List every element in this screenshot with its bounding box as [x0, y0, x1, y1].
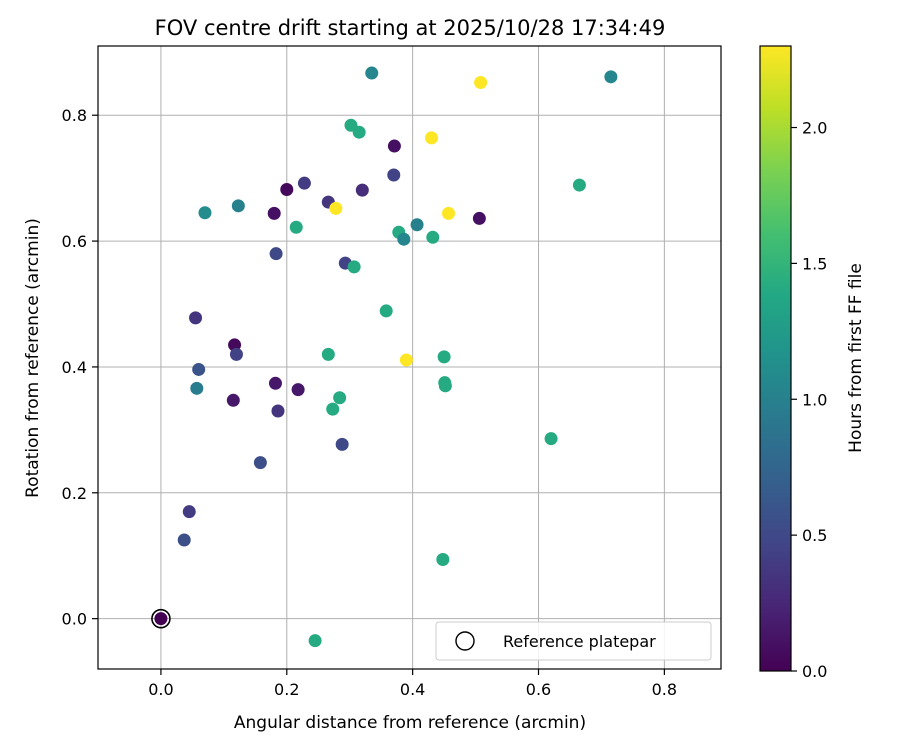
colorbar-tick-label: 1.5	[802, 254, 827, 273]
data-point	[326, 402, 340, 416]
x-tick-label: 0.4	[400, 680, 425, 699]
y-tick-label: 0.0	[62, 610, 87, 629]
data-point	[387, 168, 401, 182]
data-point	[436, 553, 450, 567]
data-point	[397, 232, 411, 246]
data-point	[226, 393, 240, 407]
data-point	[335, 437, 349, 451]
data-point	[387, 139, 401, 153]
data-point	[474, 75, 488, 89]
data-point	[329, 201, 343, 215]
data-point	[572, 178, 586, 192]
data-point	[154, 612, 168, 626]
data-point	[291, 383, 305, 397]
y-tick-label: 0.2	[62, 484, 87, 503]
colorbar-tick-label: 0.0	[802, 662, 827, 681]
legend-entry-reference: Reference platepar	[503, 632, 656, 651]
legend-box	[435, 621, 712, 661]
data-point	[269, 247, 283, 261]
plot-frame	[97, 45, 722, 670]
x-tick-label: 0.8	[652, 680, 677, 699]
data-point	[437, 350, 451, 364]
data-point	[426, 230, 440, 244]
data-point	[333, 391, 347, 405]
data-point	[308, 634, 322, 648]
y-axis-label: Rotation from reference (arcmin)	[23, 218, 43, 498]
reference-marker	[151, 608, 171, 629]
colorbar-tick-label: 2.0	[802, 119, 827, 138]
data-point	[355, 183, 369, 197]
legend: Reference platepar	[435, 621, 712, 661]
data-point	[442, 206, 456, 220]
data-point	[253, 456, 267, 470]
y-tick-label: 0.4	[62, 358, 87, 377]
chart-title: FOV centre drift starting at 2025/10/28 …	[155, 16, 666, 40]
data-point	[267, 206, 281, 220]
data-point	[198, 206, 212, 220]
data-point	[177, 533, 191, 547]
colorbar-label: Hours from first FF file	[846, 263, 866, 453]
data-point	[425, 131, 439, 145]
data-point	[347, 260, 361, 274]
legend-marker	[455, 631, 475, 651]
data-point	[352, 125, 366, 139]
data-point	[321, 347, 335, 361]
x-axis-ticks: 0.0 0.2 0.4 0.6 0.8	[148, 669, 677, 699]
y-tick-label: 0.8	[62, 106, 87, 125]
colorbar-tick-label: 1.0	[802, 390, 827, 409]
data-points	[154, 66, 618, 648]
data-point	[280, 182, 294, 196]
data-point	[544, 432, 558, 446]
y-axis-ticks: 0.0 0.2 0.4 0.6 0.8	[62, 106, 98, 629]
x-axis-label: Angular distance from reference (arcmin)	[234, 713, 586, 733]
data-point	[192, 362, 206, 376]
data-point	[399, 353, 413, 367]
data-point	[190, 381, 204, 395]
data-point	[365, 66, 379, 80]
data-point	[189, 311, 203, 325]
colorbar-ticks: 0.0 0.5 1.0 1.5 2.0	[791, 119, 827, 681]
data-point	[379, 304, 393, 318]
data-point	[604, 70, 618, 84]
data-point	[268, 376, 282, 390]
x-tick-label: 0.0	[148, 680, 173, 699]
y-tick-label: 0.6	[62, 232, 87, 251]
data-point	[229, 347, 243, 361]
x-tick-label: 0.6	[526, 680, 551, 699]
data-point	[438, 379, 452, 393]
data-point	[182, 505, 196, 519]
data-point	[472, 211, 486, 225]
x-tick-label: 0.2	[274, 680, 299, 699]
data-point	[289, 220, 303, 234]
colorbar-tick-label: 0.5	[802, 526, 827, 545]
data-point	[271, 404, 285, 418]
data-point	[231, 199, 245, 213]
data-point	[410, 218, 424, 232]
data-point	[297, 176, 311, 190]
colorbar	[759, 45, 792, 672]
